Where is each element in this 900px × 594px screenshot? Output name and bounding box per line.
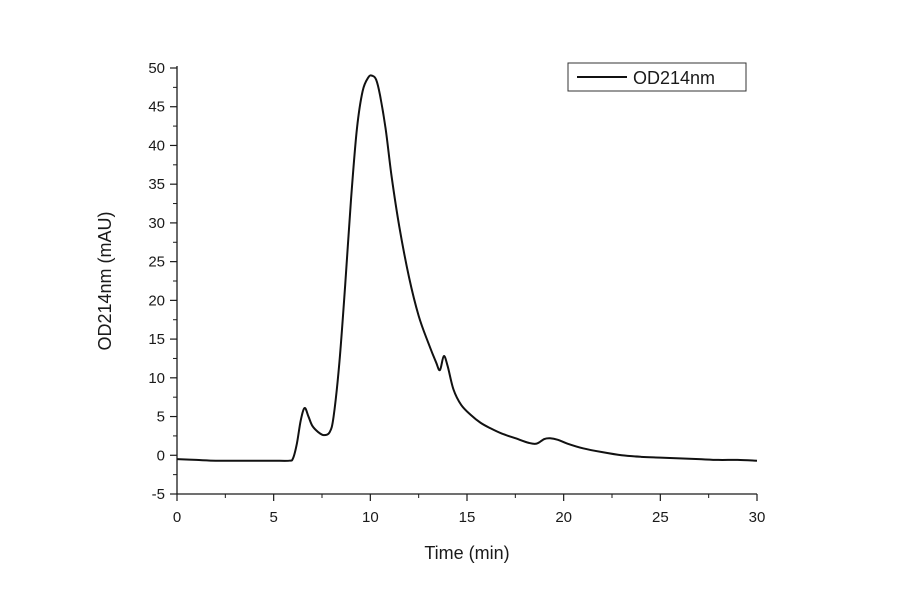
y-tick-label: -5 bbox=[152, 486, 165, 503]
y-axis-ticks: -5 0 5 10 15 20 25 30 35 40 45 50 bbox=[148, 60, 177, 503]
x-tick-label: 25 bbox=[652, 509, 669, 526]
y-tick-label: 45 bbox=[148, 99, 165, 116]
y-tick-label: 25 bbox=[148, 254, 165, 271]
x-axis-title: Time (min) bbox=[424, 543, 509, 563]
y-tick-label: 15 bbox=[148, 331, 165, 348]
x-tick-label: 10 bbox=[362, 509, 379, 526]
y-tick-label: 5 bbox=[157, 409, 165, 426]
x-tick-label: 5 bbox=[269, 509, 277, 526]
x-tick-label: 15 bbox=[459, 509, 476, 526]
series-layer bbox=[176, 74, 758, 462]
x-axis-ticks: 0 5 10 15 20 25 30 bbox=[173, 494, 766, 526]
axes bbox=[176, 66, 757, 495]
legend: OD214nm bbox=[567, 62, 747, 92]
y-tick-label: 35 bbox=[148, 176, 165, 193]
legend-label-od214nm: OD214nm bbox=[633, 68, 715, 88]
y-tick-label: 20 bbox=[148, 292, 165, 309]
y-tick-label: 0 bbox=[157, 447, 165, 464]
x-tick-label: 30 bbox=[749, 509, 766, 526]
x-tick-label: 0 bbox=[173, 509, 181, 526]
series-line-od214nm bbox=[176, 74, 758, 462]
y-tick-label: 40 bbox=[148, 137, 165, 154]
y-axis-title: OD214nm (mAU) bbox=[95, 211, 115, 350]
y-tick-label: 30 bbox=[148, 215, 165, 232]
x-tick-label: 20 bbox=[555, 509, 572, 526]
y-tick-label: 50 bbox=[148, 60, 165, 77]
y-tick-label: 10 bbox=[148, 370, 165, 387]
